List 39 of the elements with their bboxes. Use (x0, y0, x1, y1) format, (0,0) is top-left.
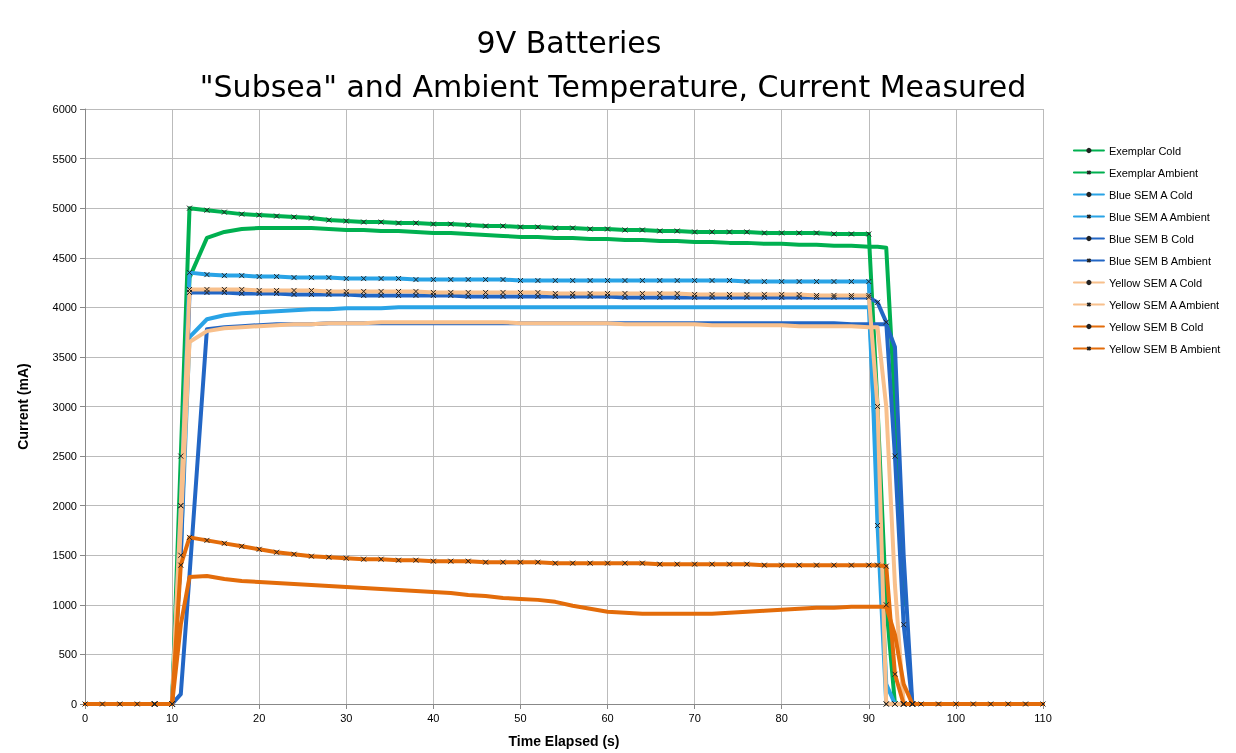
chart-subtitle: "Subsea" and Ambient Temperature, Current Measured (199, 68, 1027, 104)
x-tick-label: 90 (862, 711, 875, 724)
x-tick-label: 40 (427, 711, 440, 724)
x-tick-label: 20 (253, 711, 266, 724)
x-tick-label: 50 (514, 711, 527, 724)
legend-label: Exemplar Cold (1108, 144, 1182, 157)
y-tick-label: 3000 (52, 400, 77, 413)
y-tick-label: 1000 (52, 598, 77, 611)
y-tick-label: 4000 (52, 301, 77, 314)
x-tick-label: 70 (688, 711, 701, 724)
x-axis-title: Time Elapsed (s) (508, 733, 620, 749)
chart-title: 9V Batteries (476, 24, 662, 60)
y-tick-label: 5500 (52, 152, 77, 165)
y-tick-label: 2500 (52, 450, 77, 463)
y-tick-label: 4500 (52, 251, 77, 264)
legend-label: Blue SEM A Cold (1108, 188, 1193, 201)
legend-label: Blue SEM A Ambient (1108, 210, 1210, 223)
y-axis-title: Current (mA) (15, 363, 31, 450)
x-tick-label: 60 (601, 711, 614, 724)
legend-label: Blue SEM B Ambient (1108, 254, 1212, 267)
y-tick-label: 0 (70, 698, 77, 710)
legend-label: Yellow SEM A Cold (1108, 276, 1203, 289)
legend-label: Yellow SEM B Cold (1108, 320, 1204, 333)
x-tick-label: 100 (946, 711, 966, 724)
y-tick-label: 6000 (52, 103, 77, 115)
y-tick-label: 2000 (52, 499, 77, 512)
x-tick-label: 10 (165, 711, 179, 724)
legend-label: Yellow SEM A Ambient (1108, 298, 1220, 311)
x-tick-label: 80 (775, 711, 788, 724)
x-tick-label: 30 (340, 711, 353, 724)
legend-label: Exemplar Ambient (1108, 166, 1199, 179)
legend-label: Blue SEM B Cold (1108, 232, 1194, 245)
y-tick-label: 1500 (52, 549, 77, 562)
y-tick-label: 500 (58, 648, 77, 661)
legend-label: Yellow SEM B Ambient (1108, 342, 1221, 355)
x-tick-label: 0 (81, 711, 89, 724)
y-tick-label: 5000 (52, 202, 77, 215)
y-tick-label: 3500 (52, 350, 77, 363)
x-tick-label: 110 (1034, 711, 1052, 724)
